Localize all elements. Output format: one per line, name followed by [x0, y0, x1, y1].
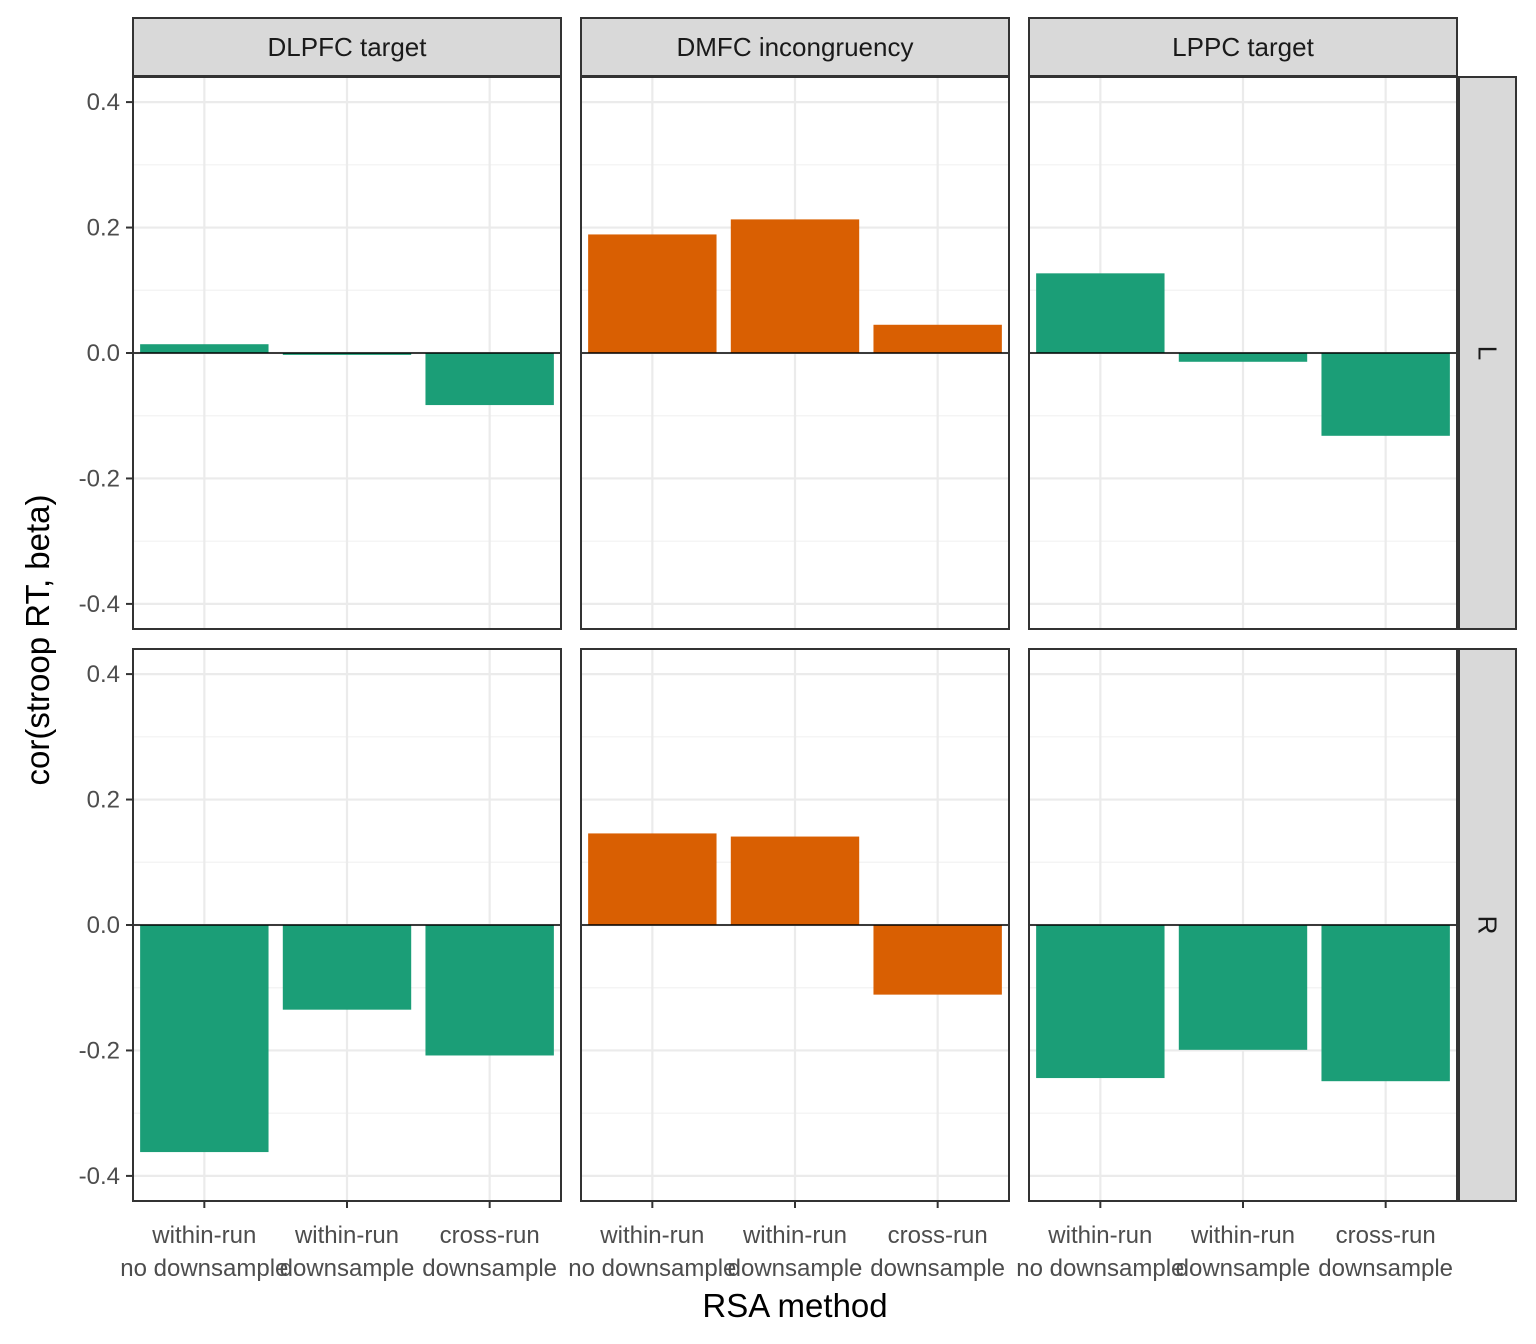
strips: DLPFC target DMFC incongruency LPPC target…: [132, 17, 1517, 1202]
bar-R-2-0: [1036, 925, 1165, 1079]
y-tick-label: -0.4: [79, 591, 120, 618]
x-tick-label: within-run: [1047, 1222, 1152, 1249]
y-tick-labels: 0.4 0.2 0.0 -0.2 -0.4 0.4 0.2 0.0 -0.2 -0.4: [79, 89, 133, 1190]
bar-L-0-0: [140, 344, 269, 353]
panel-L-2: [1028, 76, 1458, 630]
x-tick-label: downsample: [280, 1255, 415, 1282]
y-tick-label: 0.2: [87, 215, 120, 242]
panel-R-2: [1028, 648, 1458, 1202]
bar-R-2-2: [1321, 925, 1450, 1082]
bar-L-0-1: [282, 353, 412, 355]
bar-R-0-2: [425, 925, 554, 1056]
x-tick-label: within-run: [742, 1222, 847, 1249]
y-tick-label: 0.0: [87, 340, 120, 367]
x-tick-label: downsample: [728, 1255, 863, 1282]
x-tick-label: within-run: [151, 1222, 256, 1249]
row-strip: [1458, 76, 1517, 630]
column-strip-label: DMFC incongruency: [677, 32, 914, 62]
column-strip: [580, 17, 1010, 77]
bar-L-2-0: [1036, 273, 1165, 353]
x-tick-label: within-run: [1190, 1222, 1295, 1249]
column-strip: [132, 17, 562, 77]
x-tick-label: cross-run: [1336, 1222, 1436, 1249]
bar-R-0-1: [282, 925, 412, 1010]
panel-R-0: [132, 648, 562, 1202]
y-tick-label: 0.4: [87, 89, 120, 116]
bar-L-1-2: [873, 324, 1002, 353]
y-tick-label: 0.2: [87, 787, 120, 814]
column-strip-label: LPPC target: [1172, 32, 1314, 62]
bar-L-1-1: [730, 219, 860, 353]
y-tick-label: -0.2: [79, 1037, 120, 1064]
bar-R-1-1: [730, 836, 860, 925]
x-tick-label: cross-run: [440, 1222, 540, 1249]
panel-L-1: [580, 76, 1010, 630]
y-axis-title: cor(stroop RT, beta): [19, 494, 56, 785]
x-tick-label: cross-run: [888, 1222, 988, 1249]
bar-L-1-0: [588, 234, 717, 353]
bar-R-2-1: [1178, 925, 1308, 1050]
column-strip: [1028, 17, 1458, 77]
y-tick-label: 0.4: [87, 661, 120, 688]
bar-R-1-0: [588, 833, 717, 925]
y-tick-label: 0.0: [87, 912, 120, 939]
x-tick-label: downsample: [1176, 1255, 1311, 1282]
bar-L-2-1: [1178, 353, 1308, 362]
panel-R-1: [580, 648, 1010, 1202]
x-tick-label: downsample: [870, 1255, 1005, 1282]
bar-R-0-0: [140, 925, 269, 1153]
x-tick-label: downsample: [1318, 1255, 1453, 1282]
x-tick-label: within-run: [294, 1222, 399, 1249]
x-tick-label: no downsample: [1016, 1255, 1184, 1282]
x-tick-label: no downsample: [120, 1255, 288, 1282]
row-strip-label: L: [1473, 346, 1503, 360]
panels-layer: [132, 76, 1458, 1202]
y-tick-label: -0.2: [79, 465, 120, 492]
x-tick-label: downsample: [422, 1255, 557, 1282]
row-strip-label: R: [1473, 916, 1503, 935]
bar-L-0-2: [425, 353, 554, 406]
x-tick-label: within-run: [599, 1222, 704, 1249]
x-axis-title: RSA method: [702, 1287, 887, 1324]
panel-L-0: [132, 76, 562, 630]
bar-L-2-2: [1321, 353, 1450, 436]
column-strip-label: DLPFC target: [268, 32, 428, 62]
row-strip: [1458, 648, 1517, 1202]
bar-R-1-2: [873, 925, 1002, 995]
x-tick-label: no downsample: [568, 1255, 736, 1282]
y-tick-label: -0.4: [79, 1163, 120, 1190]
